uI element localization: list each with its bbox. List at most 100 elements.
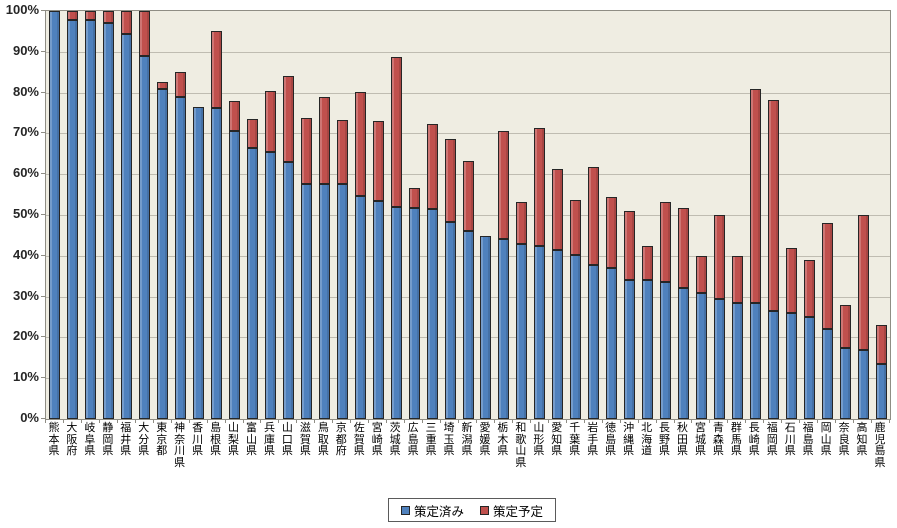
- x-axis-tick: [62, 419, 64, 423]
- x-axis-label: 埼玉県: [443, 422, 455, 457]
- bar-segment-formulated: [408, 208, 420, 419]
- bar-group: [552, 11, 564, 419]
- bar-segment-formulated: [103, 23, 115, 419]
- bar-segment-formulated: [731, 302, 743, 419]
- bar-segment-formulated: [318, 184, 330, 419]
- x-axis-label: 高知県: [856, 422, 868, 457]
- bar-group: [372, 11, 384, 419]
- x-axis-tick: [98, 419, 100, 423]
- x-axis-label: 北海道: [641, 422, 653, 457]
- legend-label-planned: 策定予定: [493, 504, 544, 519]
- bar-group: [85, 11, 97, 419]
- bar-segment-formulated: [390, 206, 402, 419]
- x-axis-tick: [655, 419, 657, 423]
- bar-segment-planned: [103, 11, 115, 24]
- bar-group: [336, 11, 348, 419]
- bar-group: [731, 11, 743, 419]
- y-axis-tick-label: 50%: [12, 206, 39, 221]
- bar-segment-formulated: [767, 311, 779, 419]
- x-axis-tick: [458, 419, 460, 423]
- x-axis-tick: [116, 419, 118, 423]
- x-axis-tick: [224, 419, 226, 423]
- bar-segment-planned: [695, 255, 707, 293]
- bar-segment-planned: [444, 139, 456, 223]
- x-axis-tick: [619, 419, 621, 423]
- y-axis-tick: [41, 418, 45, 419]
- x-axis-tick: [529, 419, 531, 423]
- bar-segment-formulated: [839, 347, 851, 419]
- x-axis-label: 岩手県: [587, 422, 599, 457]
- x-axis-tick: [871, 419, 873, 423]
- bar-segment-planned: [588, 167, 600, 266]
- y-axis-tick: [41, 132, 45, 134]
- bar-group: [713, 11, 725, 419]
- bar-group: [767, 11, 779, 419]
- x-axis-label: 千葉県: [569, 422, 581, 457]
- x-axis-tick: [134, 419, 136, 423]
- bar-segment-formulated: [247, 147, 258, 419]
- bar-segment-planned: [552, 168, 564, 250]
- x-axis-tick: [493, 419, 495, 423]
- x-axis-label: 兵庫県: [263, 422, 275, 457]
- x-axis-label: 鳥取県: [317, 422, 329, 457]
- bar-group: [300, 11, 312, 419]
- bar-segment-planned: [713, 215, 725, 299]
- x-axis-tick: [853, 419, 855, 423]
- bar-segment-formulated: [157, 88, 169, 419]
- bar-group: [642, 11, 654, 419]
- x-axis-label: 福島県: [802, 422, 814, 457]
- x-axis-label: 福井県: [120, 422, 132, 457]
- bar-group: [211, 11, 223, 419]
- x-axis-label: 群馬県: [730, 422, 742, 457]
- bar-group: [857, 11, 869, 419]
- x-axis-tick: [440, 419, 442, 423]
- x-axis-tick: [547, 419, 549, 423]
- y-axis-tick: [41, 214, 45, 215]
- bar-segment-planned: [264, 90, 276, 152]
- bar-segment-formulated: [516, 243, 528, 419]
- x-axis-tick: [565, 419, 567, 423]
- y-axis-tick-label: 20%: [12, 328, 39, 344]
- bar-segment-planned: [175, 72, 187, 97]
- x-axis-tick: [80, 419, 82, 423]
- x-axis-label: 長野県: [659, 422, 671, 457]
- bar-group: [318, 11, 330, 419]
- x-axis-tick: [817, 419, 819, 423]
- x-axis-tick: [404, 419, 406, 423]
- x-axis-tick: [152, 419, 154, 423]
- legend-item-planned: 策定予定: [480, 501, 543, 520]
- bar-segment-planned: [462, 160, 474, 232]
- x-axis-label: 広島県: [407, 422, 419, 457]
- gridline: [46, 92, 890, 94]
- bar-segment-planned: [282, 76, 294, 162]
- bar-segment-planned: [372, 121, 384, 201]
- bar-group: [444, 11, 456, 419]
- x-axis-tick: [45, 419, 46, 423]
- gridline: [46, 133, 890, 135]
- bar-segment-formulated: [354, 195, 366, 419]
- bar-group: [121, 11, 133, 419]
- bar-group: [282, 11, 294, 419]
- bar-group: [606, 11, 618, 419]
- x-axis-label: 福岡県: [766, 422, 778, 457]
- bar-segment-formulated: [85, 20, 97, 419]
- x-axis-tick: [673, 419, 675, 423]
- y-axis-tick: [41, 50, 45, 52]
- bar-group: [229, 11, 241, 419]
- x-axis-label: 宮城県: [694, 422, 706, 457]
- bar-segment-planned: [229, 100, 241, 132]
- x-axis-label: 香川県: [192, 422, 204, 457]
- bar-segment-formulated: [588, 265, 600, 419]
- bar-group: [624, 11, 636, 419]
- x-axis-tick: [799, 419, 801, 423]
- bar-segment-planned: [67, 11, 79, 21]
- y-axis-tick: [41, 173, 45, 175]
- bar-segment-formulated: [67, 20, 79, 419]
- x-axis-tick: [296, 419, 298, 423]
- x-axis-label: 三重県: [425, 422, 437, 457]
- bar-segment-planned: [642, 246, 654, 281]
- bar-segment-planned: [767, 99, 779, 312]
- x-axis-label: 山形県: [533, 422, 545, 457]
- bar-group: [695, 11, 707, 419]
- bar-segment-formulated: [785, 312, 797, 419]
